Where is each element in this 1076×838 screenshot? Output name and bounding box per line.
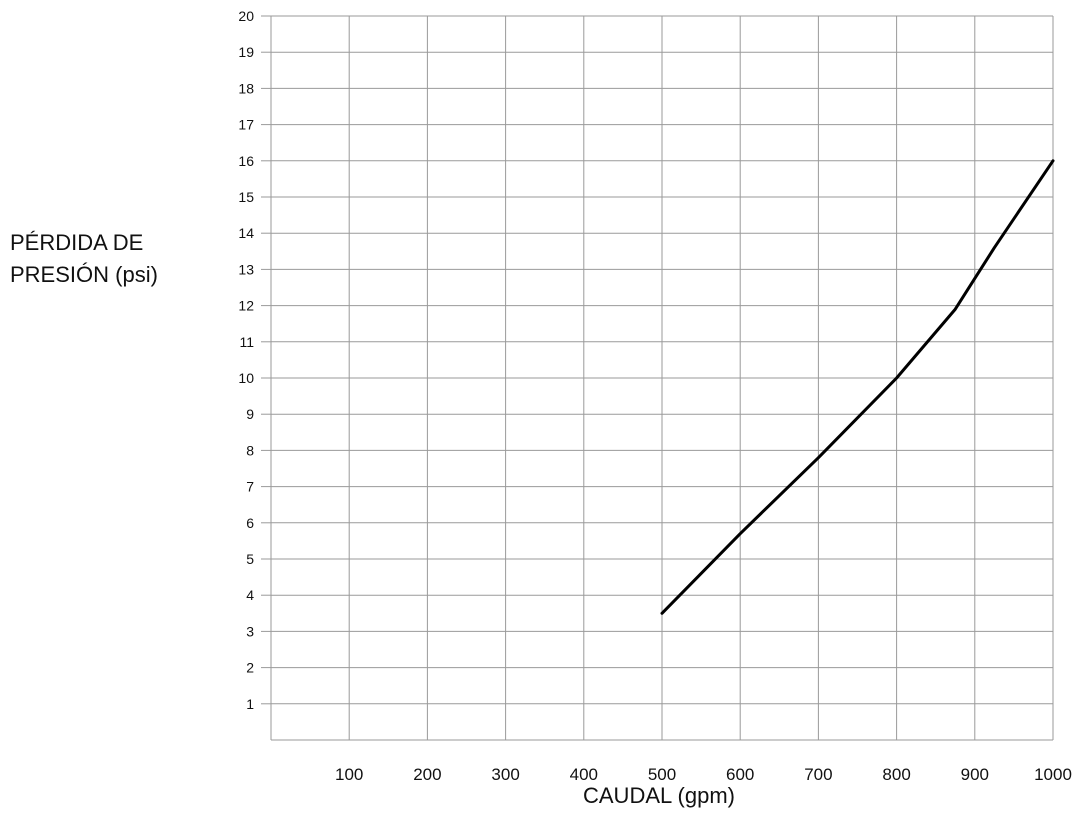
y-tick-label-4: 4 [246,587,254,603]
series-line-0 [660,159,1055,615]
series-layer [660,159,1055,615]
y-tick-label-13: 13 [238,261,254,277]
y-tick-label-18: 18 [238,80,254,96]
x-tick-label-900: 900 [961,765,989,784]
x-tick-label-700: 700 [804,765,832,784]
x-tick-labels: 100 200 300 400 500 600 700 800 900 1000 [335,765,1072,784]
y-tick-label-1: 1 [246,696,254,712]
y-tick-label-11: 11 [239,334,254,350]
y-tick-label-3: 3 [246,623,254,639]
y-tick-label-8: 8 [246,442,254,458]
y-tick-label-17: 17 [238,117,254,133]
y-tick-label-10: 10 [238,370,254,386]
y-tick-label-19: 19 [238,44,254,60]
y-tick-label-16: 16 [238,153,254,169]
y-tick-label-14: 14 [238,225,254,241]
y-tick-label-20: 20 [238,8,254,24]
x-tick-label-600: 600 [726,765,754,784]
y-tick-label-12: 12 [238,298,254,314]
y-tick-label-7: 7 [246,479,254,495]
x-tick-label-300: 300 [491,765,519,784]
y-axis-label-line-1: PÉRDIDA DE [10,230,144,255]
grid [271,15,1054,740]
y-tick-label-5: 5 [246,551,254,567]
y-axis-label-line-2: PRESIÓN (psi) [10,262,158,287]
x-tick-label-1000: 1000 [1034,765,1072,784]
x-tick-label-800: 800 [882,765,910,784]
y-tick-label-2: 2 [246,660,254,676]
y-tick-label-9: 9 [246,406,254,422]
x-tick-label-400: 400 [570,765,598,784]
x-tick-label-200: 200 [413,765,441,784]
x-axis-label: CAUDAL (gpm) [583,783,735,808]
x-tick-label-100: 100 [335,765,363,784]
y-tick-label-15: 15 [238,189,254,205]
y-tick-label-6: 6 [246,515,254,531]
x-tick-label-500: 500 [648,765,676,784]
